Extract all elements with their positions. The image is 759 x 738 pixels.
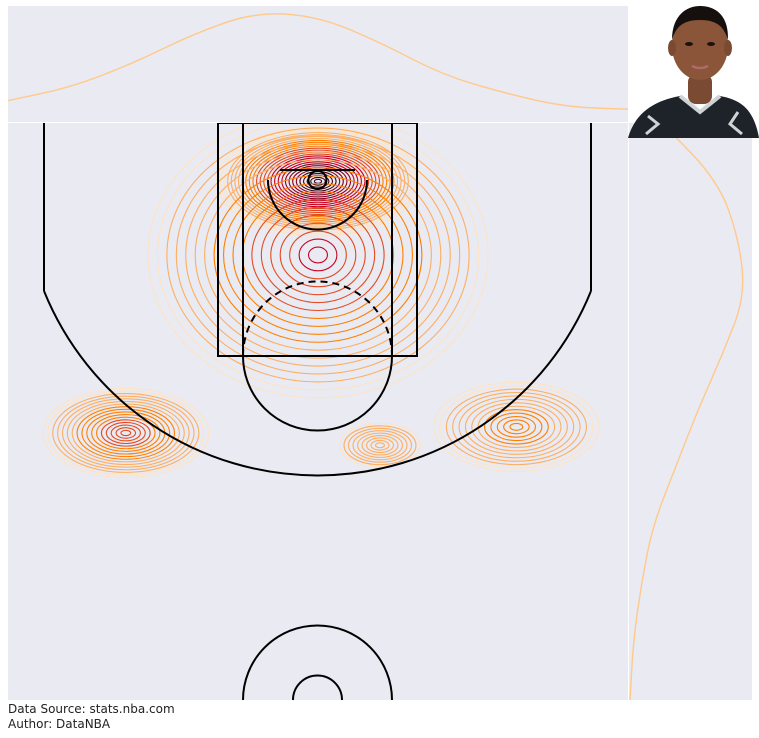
player-ear-left [668,40,676,56]
density-contour-ring [252,145,384,217]
density-contour-ring [76,406,176,460]
density-contour-ring [175,135,461,375]
density-contour-ring [237,137,399,225]
density-contour-ring [47,390,205,476]
density-contour-ring [259,149,377,214]
density-contour-ring [223,130,413,233]
density-contour-ring [509,422,524,431]
density-contour-ring [166,127,470,383]
density-contour-ring [66,400,185,466]
density-contour-ring [445,388,588,466]
density-contour-ring [100,419,151,447]
density-contour-ring [356,432,404,458]
density-contour-ring [343,425,417,466]
density-contour-ring [310,176,326,186]
player-face [672,12,728,80]
density-contour-ring [42,387,210,479]
court-lines [43,123,592,700]
author-credit: Author: DataNBA [8,717,111,731]
center-circle-inner [292,674,343,700]
density-contour-ring [284,163,352,200]
player-eye-left [685,42,693,46]
density-contour-ring [256,147,380,215]
jersey-trim-left [645,114,661,136]
density-contour-ring [338,422,422,468]
density-contour-ring [260,206,376,304]
density-contour-ring [194,151,442,359]
density-contour-ring [61,398,190,468]
density-contour-ring [365,437,395,454]
right-marginal-density-curve [629,123,744,700]
density-contour-ring [288,165,348,198]
top-marginal-panel [8,6,628,122]
density-contour-ring [110,424,141,442]
density-contour-ring [433,381,600,473]
free-throw-arc-lower [242,355,393,432]
density-contour-ring [105,421,146,445]
density-contour-ring [57,395,195,471]
density-contour-ring [361,435,399,456]
court-panel [8,123,628,700]
density-contour-ring [308,246,328,264]
density-contour-ring [347,427,413,463]
density-contour-ring [251,198,385,312]
center-circle-outer [242,624,393,700]
restricted-area [267,179,368,231]
density-contour-ring [52,393,200,473]
density-contour-ring [490,412,543,442]
density-contour-ring [503,419,530,435]
player-hair [672,6,729,40]
density-contour-ring [96,416,156,450]
density-contour-ring [232,183,404,327]
player-neck [688,74,712,104]
density-contour-ring [204,159,432,351]
density-contour-ring [185,143,451,367]
density-contour-ring [81,408,171,458]
density-contour-ring [223,175,413,335]
rim [307,170,328,190]
paint-inner [242,123,393,357]
density-contour-ring [216,126,420,237]
density-contour-ring [270,155,366,208]
player-ear-right [724,40,732,56]
density-contour-ring [352,430,408,461]
density-contour-ring [91,414,161,452]
player-eye-right [707,42,715,46]
top-marginal-density-curve [8,13,628,110]
density-contour-ring [289,230,347,280]
density-contour-ring [496,415,537,438]
density-contour-ring [370,439,390,451]
data-source-credit: Data Source: stats.nba.com [8,702,175,716]
density-contour-ring [458,395,575,459]
player-mouth [691,64,709,70]
density-contour-ring [452,391,581,462]
density-contour-ring [279,222,357,288]
density-contour-ring [219,128,417,235]
jersey-trim-right [728,111,743,136]
density-contour-ring [471,402,562,452]
density-contour-ring [213,167,423,343]
jersey-trim [678,94,722,115]
player-jersey [628,96,759,138]
density-contour-ring [156,123,480,391]
density-contour-ring [147,123,489,399]
density-contour-ring [439,385,594,469]
density-contour-ring [374,442,386,449]
density-contour-ring [298,238,338,272]
right-marginal-panel [629,123,752,700]
player-photo [628,6,759,138]
density-contour-ring [115,427,137,439]
density-contour-ring [270,214,366,296]
density-contour-ring [120,429,132,437]
density-contour-ring [274,157,362,206]
three-point-arc [43,290,592,477]
density-contour-ring [484,409,549,445]
